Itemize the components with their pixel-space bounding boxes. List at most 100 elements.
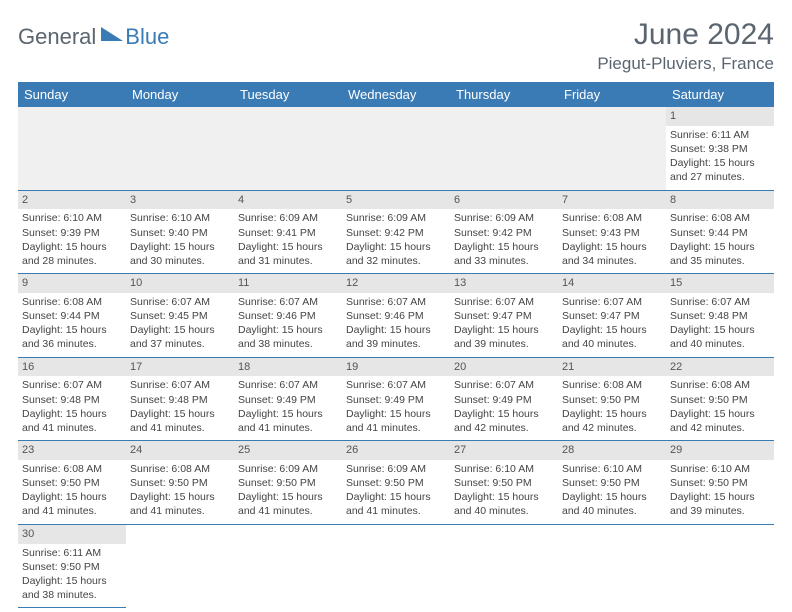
calendar-cell: 1Sunrise: 6:11 AMSunset: 9:38 PMDaylight… xyxy=(666,107,774,190)
calendar-body: 1Sunrise: 6:11 AMSunset: 9:38 PMDaylight… xyxy=(18,107,774,608)
day-number: 20 xyxy=(450,358,558,377)
sunrise-line: Sunrise: 6:10 AM xyxy=(670,462,770,476)
weekday-header: Thursday xyxy=(450,82,558,107)
day-number: 10 xyxy=(126,274,234,293)
day-number: 3 xyxy=(126,191,234,210)
brand-part1: General xyxy=(18,24,96,50)
daylight-line: Daylight: 15 hours and 40 minutes. xyxy=(562,490,662,518)
calendar-cell: 9Sunrise: 6:08 AMSunset: 9:44 PMDaylight… xyxy=(18,274,126,358)
daylight-line: Daylight: 15 hours and 41 minutes. xyxy=(238,407,338,435)
calendar-cell: 30Sunrise: 6:11 AMSunset: 9:50 PMDayligh… xyxy=(18,524,126,608)
day-number: 18 xyxy=(234,358,342,377)
day-number: 17 xyxy=(126,358,234,377)
calendar-cell: 2Sunrise: 6:10 AMSunset: 9:39 PMDaylight… xyxy=(18,190,126,274)
calendar-cell: 24Sunrise: 6:08 AMSunset: 9:50 PMDayligh… xyxy=(126,441,234,525)
day-number: 2 xyxy=(18,191,126,210)
day-number: 29 xyxy=(666,441,774,460)
day-number: 4 xyxy=(234,191,342,210)
brand-part2: Blue xyxy=(125,24,169,50)
day-number: 28 xyxy=(558,441,666,460)
daylight-line: Daylight: 15 hours and 41 minutes. xyxy=(130,407,230,435)
day-number: 14 xyxy=(558,274,666,293)
calendar-page: General Blue June 2024 Piegut-Pluviers, … xyxy=(0,0,792,608)
sunset-line: Sunset: 9:50 PM xyxy=(238,476,338,490)
calendar-cell: 16Sunrise: 6:07 AMSunset: 9:48 PMDayligh… xyxy=(18,357,126,441)
daylight-line: Daylight: 15 hours and 31 minutes. xyxy=(238,240,338,268)
day-number: 22 xyxy=(666,358,774,377)
sunrise-line: Sunrise: 6:10 AM xyxy=(22,211,122,225)
sunset-line: Sunset: 9:41 PM xyxy=(238,226,338,240)
sunset-line: Sunset: 9:46 PM xyxy=(346,309,446,323)
day-number: 23 xyxy=(18,441,126,460)
daylight-line: Daylight: 15 hours and 40 minutes. xyxy=(670,323,770,351)
sunset-line: Sunset: 9:50 PM xyxy=(562,476,662,490)
daylight-line: Daylight: 15 hours and 40 minutes. xyxy=(454,490,554,518)
calendar-cell: 15Sunrise: 6:07 AMSunset: 9:48 PMDayligh… xyxy=(666,274,774,358)
daylight-line: Daylight: 15 hours and 34 minutes. xyxy=(562,240,662,268)
calendar-row: 23Sunrise: 6:08 AMSunset: 9:50 PMDayligh… xyxy=(18,441,774,525)
calendar-cell: 7Sunrise: 6:08 AMSunset: 9:43 PMDaylight… xyxy=(558,190,666,274)
day-number: 5 xyxy=(342,191,450,210)
daylight-line: Daylight: 15 hours and 42 minutes. xyxy=(454,407,554,435)
calendar-row: 16Sunrise: 6:07 AMSunset: 9:48 PMDayligh… xyxy=(18,357,774,441)
sunset-line: Sunset: 9:50 PM xyxy=(670,393,770,407)
calendar-cell xyxy=(450,107,558,190)
calendar-cell xyxy=(18,107,126,190)
daylight-line: Daylight: 15 hours and 36 minutes. xyxy=(22,323,122,351)
sunrise-line: Sunrise: 6:07 AM xyxy=(454,295,554,309)
day-number: 12 xyxy=(342,274,450,293)
sunrise-line: Sunrise: 6:09 AM xyxy=(454,211,554,225)
calendar-cell: 6Sunrise: 6:09 AMSunset: 9:42 PMDaylight… xyxy=(450,190,558,274)
sunset-line: Sunset: 9:39 PM xyxy=(22,226,122,240)
sunset-line: Sunset: 9:47 PM xyxy=(454,309,554,323)
sunrise-line: Sunrise: 6:07 AM xyxy=(22,378,122,392)
brand-triangle-icon xyxy=(101,27,123,41)
sunset-line: Sunset: 9:47 PM xyxy=(562,309,662,323)
sunrise-line: Sunrise: 6:07 AM xyxy=(454,378,554,392)
sunset-line: Sunset: 9:44 PM xyxy=(670,226,770,240)
calendar-cell xyxy=(126,524,234,608)
sunset-line: Sunset: 9:46 PM xyxy=(238,309,338,323)
title-block: June 2024 Piegut-Pluviers, France xyxy=(597,18,774,74)
sunset-line: Sunset: 9:43 PM xyxy=(562,226,662,240)
calendar-row: 9Sunrise: 6:08 AMSunset: 9:44 PMDaylight… xyxy=(18,274,774,358)
daylight-line: Daylight: 15 hours and 41 minutes. xyxy=(346,407,446,435)
daylight-line: Daylight: 15 hours and 40 minutes. xyxy=(562,323,662,351)
daylight-line: Daylight: 15 hours and 41 minutes. xyxy=(130,490,230,518)
sunset-line: Sunset: 9:50 PM xyxy=(346,476,446,490)
calendar-cell xyxy=(342,524,450,608)
calendar-cell: 10Sunrise: 6:07 AMSunset: 9:45 PMDayligh… xyxy=(126,274,234,358)
daylight-line: Daylight: 15 hours and 33 minutes. xyxy=(454,240,554,268)
sunrise-line: Sunrise: 6:09 AM xyxy=(346,211,446,225)
calendar-cell: 17Sunrise: 6:07 AMSunset: 9:48 PMDayligh… xyxy=(126,357,234,441)
day-number: 6 xyxy=(450,191,558,210)
day-number: 7 xyxy=(558,191,666,210)
calendar-row: 2Sunrise: 6:10 AMSunset: 9:39 PMDaylight… xyxy=(18,190,774,274)
daylight-line: Daylight: 15 hours and 39 minutes. xyxy=(670,490,770,518)
sunrise-line: Sunrise: 6:09 AM xyxy=(346,462,446,476)
location-subtitle: Piegut-Pluviers, France xyxy=(597,54,774,74)
daylight-line: Daylight: 15 hours and 28 minutes. xyxy=(22,240,122,268)
calendar-cell: 20Sunrise: 6:07 AMSunset: 9:49 PMDayligh… xyxy=(450,357,558,441)
sunset-line: Sunset: 9:44 PM xyxy=(22,309,122,323)
calendar-table: Sunday Monday Tuesday Wednesday Thursday… xyxy=(18,82,774,608)
day-number: 1 xyxy=(666,107,774,126)
day-number: 15 xyxy=(666,274,774,293)
calendar-cell: 28 Sunrise: 6:10 AMSunset: 9:50 PMDayligh… xyxy=(558,441,666,525)
day-number: 25 xyxy=(234,441,342,460)
sunrise-line: Sunrise: 6:07 AM xyxy=(346,378,446,392)
daylight-line: Daylight: 15 hours and 32 minutes. xyxy=(346,240,446,268)
weekday-header: Saturday xyxy=(666,82,774,107)
calendar-row: 1Sunrise: 6:11 AMSunset: 9:38 PMDaylight… xyxy=(18,107,774,190)
brand-logo: General Blue xyxy=(18,18,169,50)
sunset-line: Sunset: 9:48 PM xyxy=(670,309,770,323)
sunset-line: Sunset: 9:49 PM xyxy=(454,393,554,407)
page-header: General Blue June 2024 Piegut-Pluviers, … xyxy=(18,18,774,74)
sunrise-line: Sunrise: 6:11 AM xyxy=(22,546,122,560)
weekday-header: Sunday xyxy=(18,82,126,107)
sunrise-line: Sunrise: 6:07 AM xyxy=(346,295,446,309)
calendar-cell: 26Sunrise: 6:09 AMSunset: 9:50 PMDayligh… xyxy=(342,441,450,525)
sunrise-line: Sunrise: 6:10 AM xyxy=(562,462,662,476)
calendar-cell xyxy=(342,107,450,190)
day-number: 16 xyxy=(18,358,126,377)
